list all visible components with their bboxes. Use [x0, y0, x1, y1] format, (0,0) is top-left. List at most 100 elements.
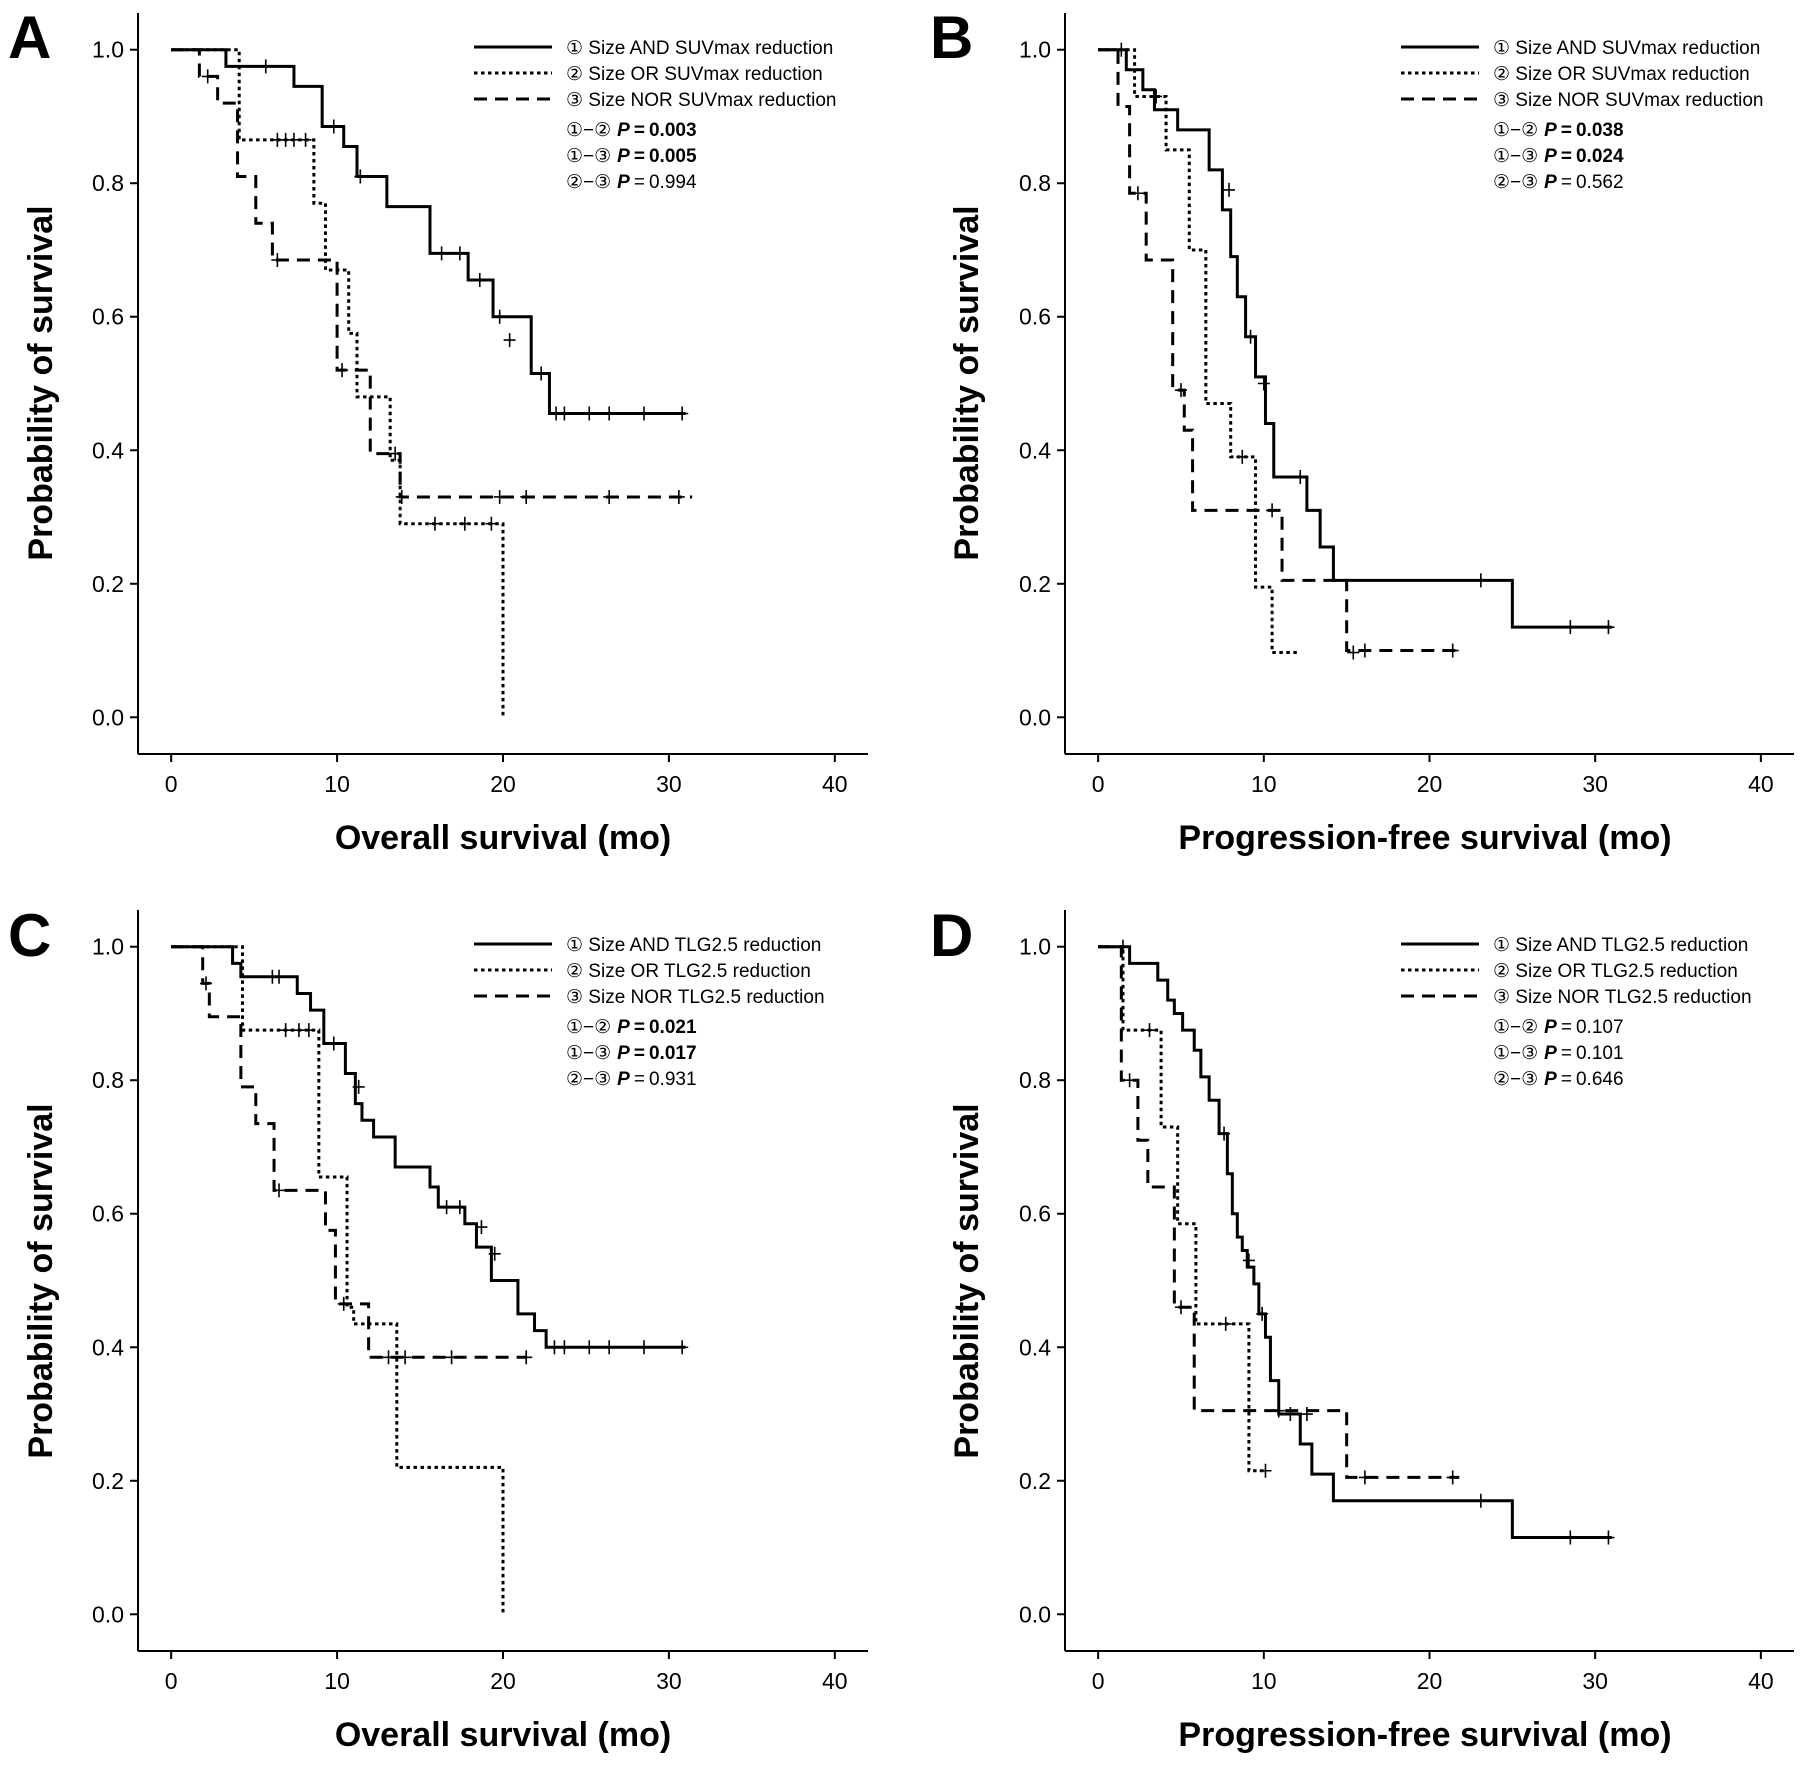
x-tick-label: 0: [1092, 1668, 1105, 1694]
censor-mark: [1244, 329, 1257, 344]
censor-mark: [273, 969, 286, 984]
y-tick-label: 0.8: [92, 170, 124, 196]
pvalue-number: 0.024: [1576, 146, 1624, 167]
survival-curve-dashed: [171, 48, 693, 499]
censor-mark: [1474, 573, 1487, 588]
panel-letter: A: [8, 4, 51, 71]
y-tick-label: 0.0: [1019, 704, 1051, 730]
survival-curve-dashed: [171, 945, 527, 1359]
censor-mark: [1259, 1463, 1272, 1478]
pvalue-0-038: ①−② P = 0.038: [1493, 120, 1624, 141]
panel-c: C Probability of survival Overall surviv…: [8, 902, 868, 1754]
censor-mark: [676, 1340, 689, 1355]
survival-curve-dotted: [1098, 48, 1297, 655]
censor-mark: [558, 406, 571, 421]
censor-mark: [352, 1079, 365, 1094]
censor-mark: [1564, 620, 1577, 635]
pvalue-pair: ①−②: [566, 120, 611, 141]
censor-mark: [485, 516, 498, 531]
y-tick-label: 1.0: [1019, 37, 1051, 63]
censor-mark: [453, 246, 466, 261]
legend-entry: ② Size OR TLG2.5 reduction: [566, 961, 811, 982]
x-tick-label: 0: [165, 771, 178, 797]
pvalue-number: 0.021: [649, 1017, 697, 1038]
pvalue-equals: =: [634, 120, 645, 141]
panel-a: A Probability of survival Overall surviv…: [8, 4, 868, 857]
pvalue-label: P: [617, 172, 630, 193]
censor-mark: [1143, 1023, 1156, 1038]
pvalue-label: P: [1544, 146, 1557, 167]
pvalue-label: P: [617, 146, 630, 167]
pvalue-number: 0.003: [649, 120, 697, 141]
censor-mark: [1218, 1126, 1231, 1141]
legend-entry: ① Size AND SUVmax reduction: [1493, 38, 1760, 59]
pvalue-pair: ①−③: [566, 1043, 611, 1064]
pvalue-0-562: ②−③ P = 0.562: [1493, 172, 1624, 193]
y-tick-label: 0.0: [92, 704, 124, 730]
censor-mark: [493, 309, 506, 324]
pvalue-label: P: [617, 120, 630, 141]
censor-mark: [473, 273, 486, 288]
survival-curve-dotted: [171, 48, 505, 718]
x-tick-label: 20: [1417, 1668, 1443, 1694]
censor-mark: [354, 169, 367, 184]
pvalue-0-107: ①−② P = 0.107: [1493, 1017, 1624, 1038]
pvalue-pair: ①−②: [566, 1017, 611, 1038]
censor-mark: [1347, 645, 1360, 660]
censor-mark: [603, 1340, 616, 1355]
y-tick-label: 0.2: [1019, 1468, 1051, 1494]
pvalue-label: P: [1544, 1069, 1557, 1090]
x-tick-label: 20: [490, 771, 516, 797]
censor-mark: [1223, 182, 1236, 197]
pvalue-label: P: [1544, 1043, 1557, 1064]
censor-mark: [488, 1246, 501, 1261]
censor-mark: [1219, 1316, 1232, 1331]
pvalue-0-005: ①−③ P = 0.005: [566, 146, 697, 167]
pvalue-label: P: [617, 1069, 630, 1090]
censor-mark: [1446, 643, 1459, 658]
x-tick-label: 30: [656, 771, 682, 797]
censor-mark: [445, 1350, 458, 1365]
censor-mark: [453, 1200, 466, 1215]
pvalue-0-101: ①−③ P = 0.101: [1493, 1043, 1624, 1064]
y-tick-label: 0.6: [92, 304, 124, 330]
censor-mark: [1256, 1306, 1269, 1321]
censor-mark: [493, 489, 506, 504]
y-tick-label: 0.6: [92, 1201, 124, 1227]
y-axis-title: Probability of survival: [22, 205, 60, 560]
y-tick-label: 0.4: [1019, 437, 1051, 463]
legend-entry: ① Size AND TLG2.5 reduction: [1493, 935, 1748, 956]
x-tick-label: 10: [324, 1668, 350, 1694]
panel-letter: C: [8, 902, 51, 969]
censor-mark: [1564, 1530, 1577, 1545]
x-axis-title: Overall survival (mo): [335, 1716, 671, 1754]
pvalue-pair: ①−③: [1493, 1043, 1538, 1064]
censor-mark: [1358, 1470, 1371, 1485]
pvalue-pair: ①−③: [1493, 146, 1538, 167]
pvalue-0-994: ②−③ P = 0.994: [566, 172, 697, 193]
censor-mark: [672, 489, 685, 504]
censor-mark: [327, 1036, 340, 1051]
x-tick-label: 10: [1251, 1668, 1277, 1694]
censor-mark: [271, 253, 284, 267]
legend-entry: ① Size AND TLG2.5 reduction: [566, 935, 821, 956]
x-tick-label: 30: [1582, 1668, 1608, 1694]
pvalue-equals: =: [634, 1017, 645, 1038]
legend-entry: ② Size OR SUVmax reduction: [1493, 64, 1750, 85]
censor-mark: [503, 333, 516, 348]
censor-mark: [1300, 1407, 1313, 1422]
pvalue-0-017: ①−③ P = 0.017: [566, 1043, 697, 1064]
y-axis-title: Probability of survival: [22, 1103, 60, 1458]
censor-mark: [583, 406, 596, 421]
censor-mark: [302, 1023, 315, 1038]
panel-d: D Probability of survival Progression-fr…: [930, 902, 1794, 1754]
pvalue-0-003: ①−② P = 0.003: [566, 120, 697, 141]
pvalue-pair: ②−③: [1493, 1069, 1538, 1090]
censor-mark: [201, 69, 214, 84]
y-tick-label: 0.8: [1019, 170, 1051, 196]
censor-mark: [1131, 186, 1144, 201]
censor-mark: [1284, 1407, 1297, 1422]
pvalue-0-021: ①−② P = 0.021: [566, 1017, 697, 1038]
x-tick-label: 10: [1251, 771, 1277, 797]
